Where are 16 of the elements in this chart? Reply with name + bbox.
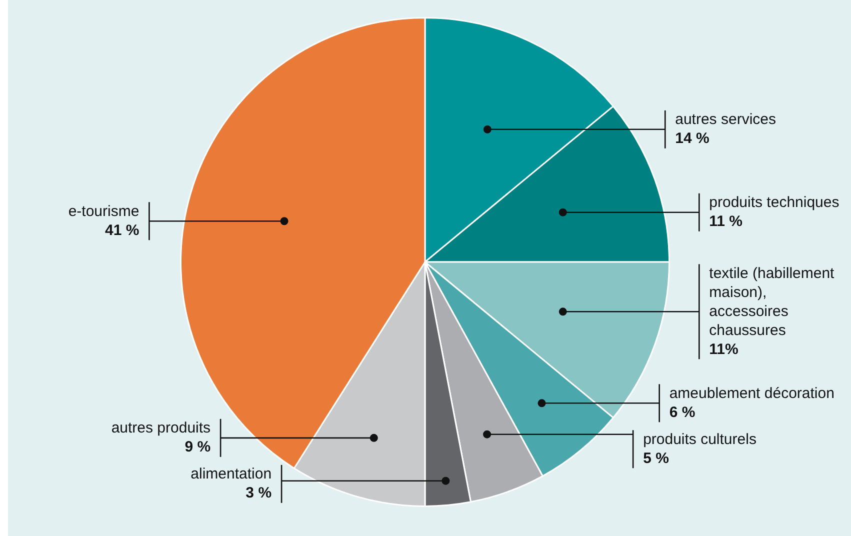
data-label: 6 %: [669, 404, 696, 421]
data-label: 11 %: [709, 213, 743, 230]
slice-label: produits techniques: [709, 194, 840, 211]
data-label: 5 %: [643, 450, 669, 467]
slice-label: autres services: [675, 111, 776, 128]
data-label: 41 %: [104, 222, 140, 239]
slice-label: alimentation: [190, 466, 272, 483]
slice-label: ameublement décoration: [669, 384, 834, 402]
data-label: 9 %: [184, 438, 211, 456]
data-label: 3 %: [246, 484, 272, 502]
slice-label: e-tourisme: [68, 202, 140, 220]
slice-label: produits culturels: [643, 430, 756, 448]
data-label: 11%: [709, 340, 738, 358]
data-label: 14 %: [675, 130, 710, 148]
slice-label: autres produits: [111, 420, 211, 437]
slice-label: textile (habillement maison), accessoires chaussures: [709, 264, 836, 339]
